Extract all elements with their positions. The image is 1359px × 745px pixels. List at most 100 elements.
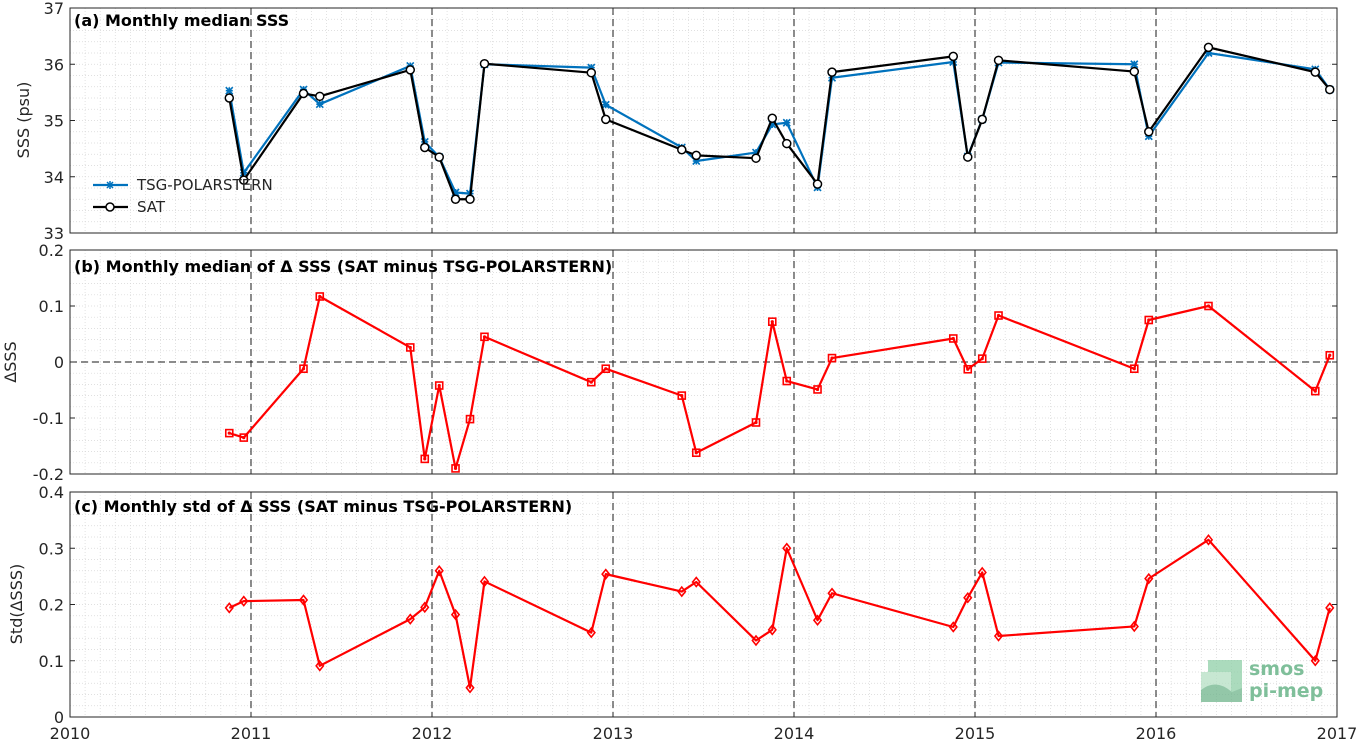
y-tick-label: 0 (54, 353, 64, 372)
data-point (1310, 67, 1321, 77)
data-point (827, 353, 837, 363)
x-tick-label: 2012 (412, 724, 453, 743)
data-point-center (680, 394, 684, 398)
data-point (586, 67, 597, 78)
data-point (224, 93, 235, 103)
data-point-center (301, 367, 306, 371)
data-point (963, 364, 973, 374)
data-point (465, 681, 475, 694)
data-point (948, 334, 958, 343)
y-tick-label: 36 (44, 55, 64, 74)
data-point (767, 113, 778, 123)
data-point (812, 614, 823, 627)
x-tick-label: 2015 (955, 724, 996, 743)
legend-marker-sat (105, 202, 115, 212)
y-tick-label: 0.1 (39, 652, 64, 671)
data-point (434, 381, 444, 390)
series-delta-sss (224, 292, 1335, 473)
y-tick-label: 0 (54, 708, 64, 727)
data-point (420, 142, 430, 153)
data-point (420, 454, 430, 464)
data-point-center (754, 420, 758, 425)
series-tsg-polarstern (225, 48, 1334, 198)
data-point (1310, 386, 1320, 396)
data-point (677, 585, 687, 598)
panel-b-ylabel: ΔSSS (1, 341, 20, 382)
data-point (1325, 84, 1335, 95)
data-point (691, 150, 702, 161)
data-point (994, 311, 1003, 320)
data-point (1204, 48, 1213, 58)
data-point (420, 601, 430, 614)
data-point (601, 100, 610, 109)
data-point (465, 414, 475, 424)
data-point (225, 86, 234, 95)
x-tick-label: 2010 (50, 724, 91, 743)
axis-ticks: 33 34 35 36 37 (44, 0, 1338, 243)
data-point (587, 63, 596, 72)
y-tick-label: 35 (44, 112, 64, 131)
data-point (963, 591, 973, 604)
panel-b-title: (b) Monthly median of Δ SSS (SAT minus T… (74, 257, 612, 276)
panel-a-ylabel: SSS (psu) (14, 82, 33, 159)
series-line (228, 538, 1331, 689)
data-point (1129, 364, 1139, 374)
data-point (993, 55, 1004, 66)
data-point-center (694, 451, 698, 455)
data-point (1310, 654, 1320, 667)
data-point (601, 114, 611, 125)
panel-c-ylabel: Std(ΔSSS) (7, 564, 26, 644)
data-point (692, 156, 701, 166)
x-tick-label: 2016 (1136, 724, 1177, 743)
data-point (827, 587, 837, 600)
data-point (315, 292, 325, 301)
legend: TSG-POLARSTERN SAT (93, 176, 273, 216)
grid (69, 491, 1338, 718)
data-point (239, 175, 249, 185)
data-point (239, 168, 248, 177)
data-point (751, 634, 761, 647)
data-point (767, 317, 777, 326)
data-point (315, 91, 325, 102)
data-point (948, 51, 959, 62)
data-point (298, 594, 309, 606)
data-point-center (1132, 367, 1136, 371)
data-point (768, 120, 777, 129)
data-point (405, 65, 416, 75)
grid (69, 249, 1338, 475)
data-point (677, 391, 687, 400)
data-point (451, 464, 460, 473)
data-point (601, 364, 611, 374)
y-tick-label: 34 (44, 168, 64, 187)
data-point (586, 377, 596, 387)
data-point (405, 343, 415, 352)
data-point (586, 626, 596, 639)
axis-ticks: -0.2 -0.1 0 0.1 0.2 (33, 241, 1338, 484)
data-point (450, 608, 461, 621)
data-point-center (1206, 304, 1211, 308)
data-point (601, 568, 611, 580)
legend-label-sat: SAT (137, 198, 166, 216)
data-point-center (482, 335, 487, 339)
y-tick-label: 0.2 (39, 241, 64, 260)
data-point (434, 152, 444, 162)
data-point (405, 613, 415, 625)
data-point-center (1313, 389, 1317, 393)
smos-pi-mep-logo: smos pi-mep (1201, 658, 1323, 702)
data-point (1325, 350, 1335, 360)
legend-marker-tsg (106, 181, 114, 189)
data-point-center (423, 457, 427, 461)
data-point-center (785, 379, 789, 383)
data-point (977, 114, 987, 125)
data-point (782, 118, 791, 127)
data-point-center (589, 380, 593, 384)
y-tick-label: 0.4 (39, 483, 64, 502)
data-point (827, 67, 837, 77)
data-point (812, 179, 823, 189)
data-point (1325, 602, 1335, 614)
data-point (1203, 42, 1214, 53)
data-point (480, 332, 489, 342)
y-tick-label: 37 (44, 0, 64, 18)
data-point (224, 602, 234, 614)
data-point (465, 194, 475, 204)
